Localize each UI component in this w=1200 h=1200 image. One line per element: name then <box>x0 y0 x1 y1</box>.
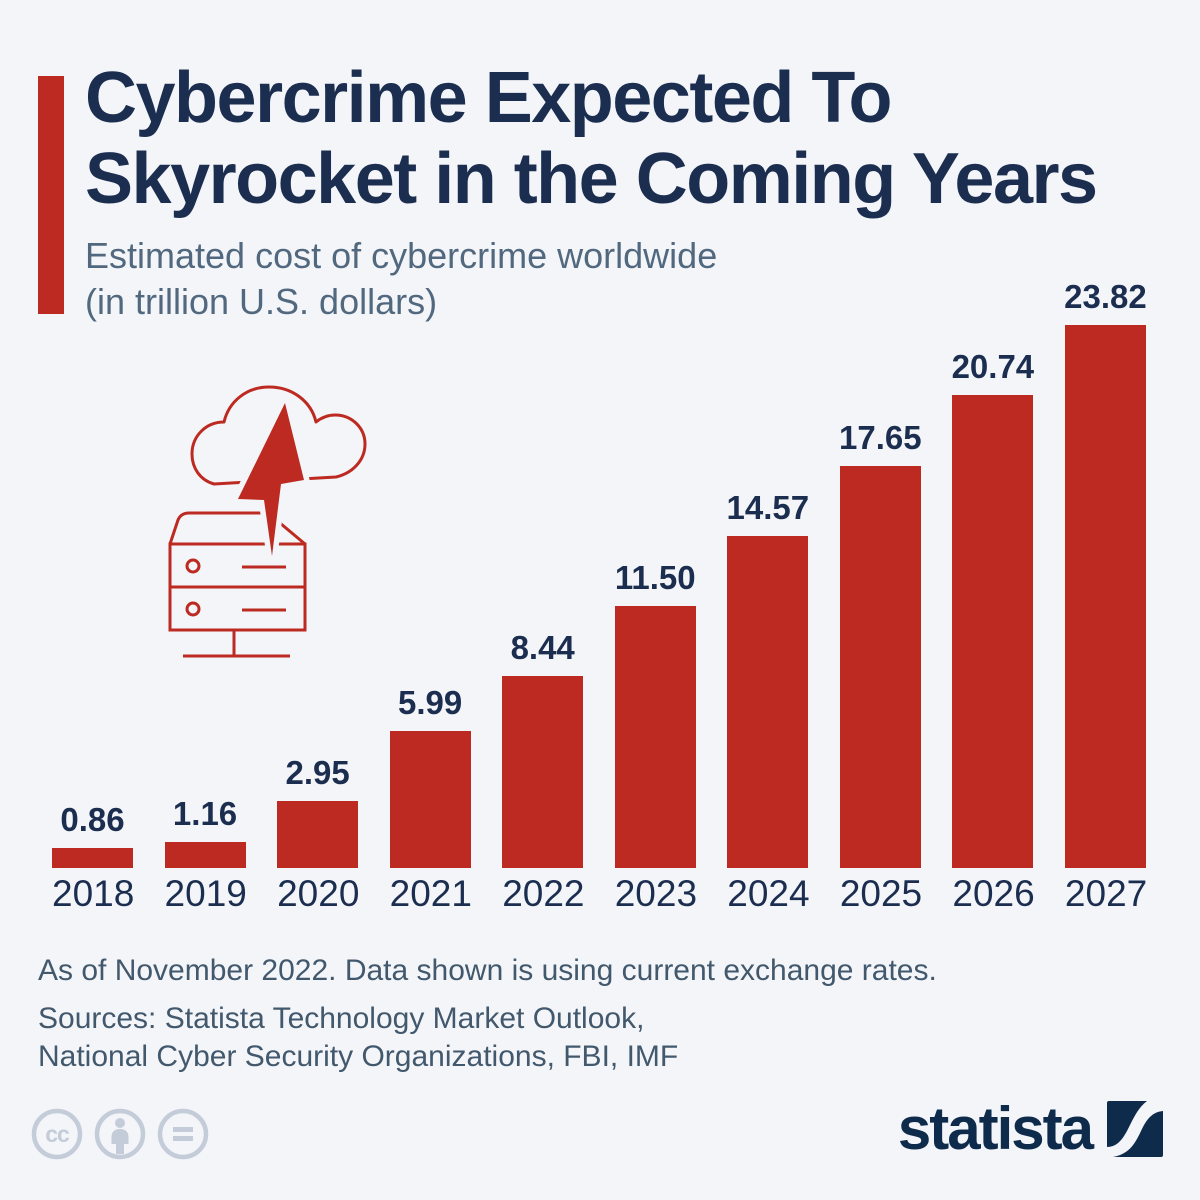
bar-value-label: 17.65 <box>839 418 922 456</box>
bar <box>389 731 471 868</box>
bar-cell: 5.99 <box>389 684 471 868</box>
x-axis-label: 2027 <box>1064 873 1148 914</box>
bar-cell: 1.16 <box>164 794 246 868</box>
subtitle-line-1: Estimated cost of cybercrime worldwide <box>85 235 718 276</box>
bar-cell: 2.95 <box>277 753 359 868</box>
bar-cell: 11.50 <box>614 558 696 868</box>
bar <box>1064 324 1146 868</box>
x-axis-label: 2023 <box>614 873 698 914</box>
bar-cell: 0.86 <box>52 801 133 868</box>
bar-value-label: 23.82 <box>1064 277 1147 315</box>
bar-cell: 20.74 <box>951 348 1035 868</box>
title-accent-bar <box>38 76 64 314</box>
bar-cell: 23.82 <box>1064 277 1147 868</box>
sources: Sources: Statista Technology Market Outl… <box>38 1000 678 1076</box>
x-axis-label: 2022 <box>502 873 585 914</box>
bar-cell: 8.44 <box>502 628 584 868</box>
sources-line-1: Sources: Statista Technology Market Outl… <box>38 1002 645 1035</box>
x-axis-label: 2020 <box>277 873 360 914</box>
bar-value-label: 0.86 <box>60 801 125 839</box>
bar-value-label: 5.99 <box>398 684 463 722</box>
statista-logo: statista <box>898 1096 1163 1162</box>
bar-series: 0.86 1.16 2.95 5.99 8.44 11.50 14.57 17.65 20.74… <box>52 278 1147 868</box>
bar <box>52 848 133 868</box>
bar <box>164 841 246 868</box>
x-axis: 2018 2019 2020 2021 2022 2023 2024 2025 2026 2027 <box>52 872 1148 916</box>
license-badges: cc <box>31 1108 209 1160</box>
x-axis-label: 2018 <box>52 873 135 914</box>
title-line-1: Cybercrime Expected To <box>85 58 892 138</box>
page-title: Cybercrime Expected To Skyrocket in the C… <box>85 58 1098 220</box>
bar-value-label: 8.44 <box>510 628 575 666</box>
x-axis-label: 2026 <box>952 873 1035 914</box>
bar <box>952 395 1034 868</box>
x-axis-label: 2021 <box>389 873 472 914</box>
svg-text:cc: cc <box>45 1121 70 1147</box>
x-axis-label: 2025 <box>839 873 923 914</box>
bar-value-label: 14.57 <box>726 488 810 526</box>
statista-logo-mark-icon <box>1107 1101 1163 1157</box>
bar-cell: 17.65 <box>839 418 922 868</box>
bar <box>839 465 921 868</box>
bar <box>727 535 809 868</box>
x-axis-label: 2019 <box>164 873 247 914</box>
bar-chart: 0.86 1.16 2.95 5.99 8.44 11.50 14.57 17.65 20.74… <box>52 278 1148 916</box>
bar-value-label: 1.16 <box>172 794 238 832</box>
bar-value-label: 11.50 <box>614 558 696 596</box>
no-derivatives-icon <box>157 1108 209 1160</box>
sources-line-2: National Cyber Security Organizations, F… <box>38 1040 679 1073</box>
bar-value-label: 2.95 <box>285 753 350 791</box>
bar-cell: 14.57 <box>726 488 810 868</box>
attribution-icon <box>94 1108 146 1160</box>
bar <box>614 605 696 868</box>
x-axis-label: 2024 <box>727 873 810 914</box>
chart-subtitle: Estimated cost of cybercrime worldwide (i… <box>85 233 717 325</box>
bar <box>502 675 584 868</box>
footnote: As of November 2022. Data shown is using… <box>38 954 937 987</box>
statista-wordmark: statista <box>897 1095 1094 1162</box>
title-line-2: Skyrocket in the Coming Years <box>85 139 1098 219</box>
bar <box>277 800 359 868</box>
cloud-lightning-server-icon <box>168 385 367 658</box>
bar-value-label: 20.74 <box>951 348 1035 386</box>
subtitle-line-2: (in trillion U.S. dollars) <box>85 281 438 322</box>
creative-commons-icon: cc <box>31 1108 83 1160</box>
